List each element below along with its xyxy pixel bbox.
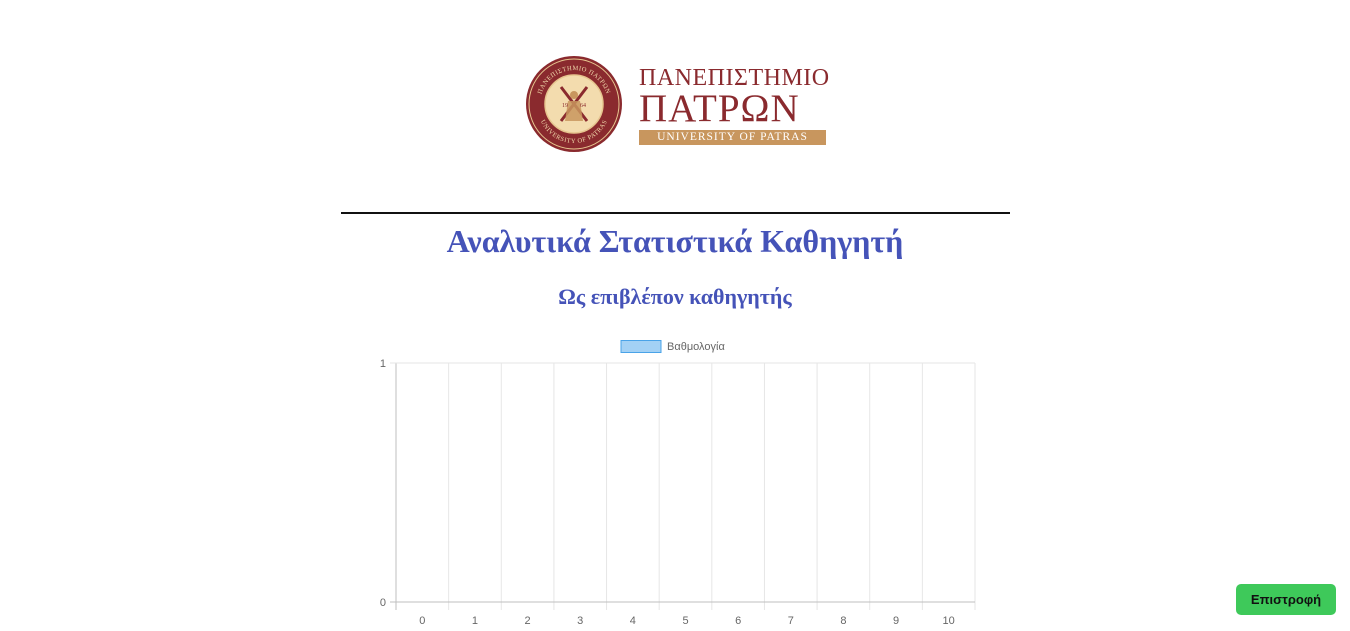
- wordmark-line2: ΠΑΤΡΩΝ: [639, 87, 800, 130]
- x-tick-label: 9: [893, 615, 899, 627]
- wordmark-line1: ΠΑΝΕΠΙΣΤΗΜΙΟ: [639, 65, 830, 91]
- x-tick-label: 3: [577, 615, 583, 627]
- university-seal-icon: ΠΑΝΕΠΙΣΤΗΜΙΟ ΠΑΤΡΩΝ UNIVERSITY OF PATRAS…: [526, 56, 622, 152]
- wordmark-band: UNIVERSITY OF PATRAS: [639, 130, 826, 145]
- x-tick-label: 0: [419, 615, 425, 627]
- legend-label: Βαθμολογία: [667, 341, 725, 353]
- legend-swatch: [620, 340, 662, 353]
- x-tick-label: 10: [943, 615, 955, 627]
- x-tick-label: 2: [525, 615, 531, 627]
- x-tick-label: 1: [472, 615, 478, 627]
- grade-chart: Βαθμολογία 0 1 0 1 2 3 4 5 6 7 8 9 10: [360, 334, 990, 631]
- seal-year-left: 19: [562, 103, 568, 109]
- seal-year-right: 64: [580, 103, 586, 109]
- page-subtitle: Ως επιβλέπον καθηγητής: [558, 284, 792, 309]
- university-wordmark: ΠΑΝΕΠΙΣΤΗΜΙΟ ΠΑΤΡΩΝ UNIVERSITY OF PATRAS: [639, 65, 829, 145]
- chart-legend: Βαθμολογία: [620, 340, 725, 353]
- y-tick-label: 0: [380, 597, 386, 609]
- y-tick-label: 1: [380, 358, 386, 370]
- back-button[interactable]: Επιστροφή: [1236, 584, 1336, 615]
- university-logo: ΠΑΝΕΠΙΣΤΗΜΙΟ ΠΑΤΡΩΝ UNIVERSITY OF PATRAS…: [525, 55, 830, 155]
- page-title: Αναλυτικά Στατιστικά Καθηγητή: [446, 223, 904, 259]
- x-tick-label: 7: [788, 615, 794, 627]
- x-tick-label: 8: [840, 615, 846, 627]
- header-divider: [341, 212, 1010, 214]
- x-tick-label: 6: [735, 615, 741, 627]
- x-tick-label: 4: [630, 615, 636, 627]
- x-tick-label: 5: [682, 615, 688, 627]
